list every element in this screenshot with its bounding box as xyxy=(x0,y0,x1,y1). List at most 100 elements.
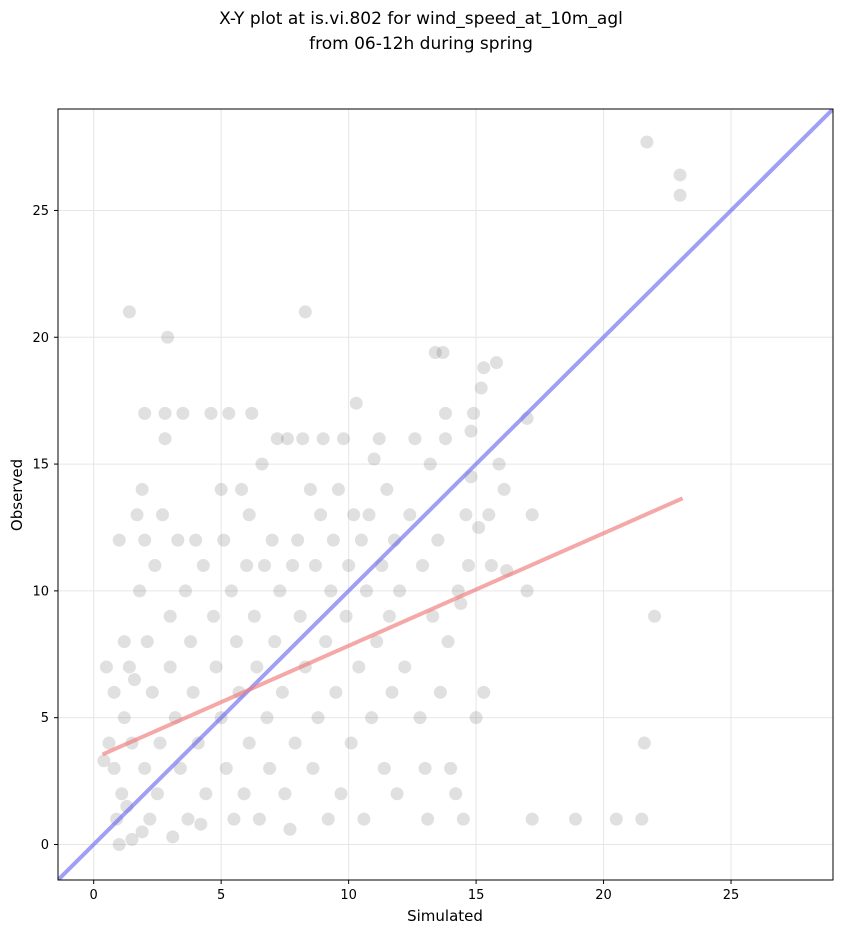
y-tick-label: 0 xyxy=(41,838,49,853)
data-point xyxy=(326,533,340,547)
data-point xyxy=(158,406,172,420)
data-point xyxy=(359,584,373,598)
data-point xyxy=(357,812,371,826)
data-point xyxy=(314,508,328,522)
data-point xyxy=(365,711,379,725)
data-point xyxy=(431,533,445,547)
data-point xyxy=(235,482,249,496)
data-point xyxy=(237,787,251,801)
data-point xyxy=(377,761,391,775)
data-point xyxy=(344,736,358,750)
data-point xyxy=(372,432,386,446)
y-tick-label: 25 xyxy=(32,204,49,219)
data-point xyxy=(436,345,450,359)
data-point xyxy=(173,761,187,775)
data-point xyxy=(252,812,266,826)
data-point xyxy=(349,396,363,410)
data-point xyxy=(122,305,136,319)
data-point xyxy=(298,305,312,319)
data-point xyxy=(525,508,539,522)
data-point xyxy=(413,711,427,725)
data-point xyxy=(477,685,491,699)
chart-title: X-Y plot at is.vi.802 for wind_speed_at_… xyxy=(219,9,623,29)
data-point xyxy=(367,452,381,466)
data-point xyxy=(362,508,376,522)
data-point xyxy=(270,432,284,446)
data-point xyxy=(439,432,452,446)
data-point xyxy=(112,533,126,547)
data-point xyxy=(117,635,131,649)
data-point xyxy=(268,635,282,649)
data-point xyxy=(148,559,162,573)
data-point xyxy=(497,482,511,496)
data-point xyxy=(125,832,139,846)
data-point xyxy=(426,609,440,623)
data-point xyxy=(477,361,491,375)
data-point xyxy=(278,787,292,801)
data-point xyxy=(489,356,503,370)
data-point xyxy=(423,457,437,471)
data-point xyxy=(673,168,687,182)
data-point xyxy=(418,761,432,775)
data-point xyxy=(107,761,121,775)
data-point xyxy=(472,520,486,534)
data-point xyxy=(390,787,404,801)
data-point xyxy=(484,559,498,573)
data-point xyxy=(464,424,478,438)
data-point xyxy=(273,584,287,598)
data-point xyxy=(461,559,475,573)
data-point xyxy=(380,482,394,496)
data-point xyxy=(130,508,144,522)
data-point xyxy=(178,584,192,598)
data-point xyxy=(171,533,185,547)
data-point xyxy=(122,660,136,674)
data-point xyxy=(166,830,180,844)
data-point xyxy=(296,432,310,446)
data-point xyxy=(207,609,221,623)
data-point xyxy=(291,533,305,547)
data-point xyxy=(112,837,126,851)
data-point xyxy=(107,685,121,699)
data-point xyxy=(265,533,279,547)
data-point xyxy=(640,135,654,149)
data-point xyxy=(156,508,170,522)
data-point xyxy=(469,711,483,725)
data-point xyxy=(352,660,366,674)
data-point xyxy=(255,457,269,471)
data-point xyxy=(204,406,218,420)
y-tick-label: 10 xyxy=(32,584,49,599)
chart-subtitle: from 06-12h during spring xyxy=(309,34,533,54)
data-point xyxy=(181,812,195,826)
data-point xyxy=(222,406,236,420)
data-point xyxy=(138,533,152,547)
data-point xyxy=(209,660,223,674)
data-point xyxy=(99,660,113,674)
data-point xyxy=(321,812,335,826)
x-tick-label: 25 xyxy=(723,888,740,903)
data-point xyxy=(303,482,317,496)
data-point xyxy=(293,609,307,623)
data-point xyxy=(520,584,534,598)
data-point xyxy=(194,817,208,831)
plot-frame xyxy=(57,108,834,881)
data-point xyxy=(637,736,651,750)
data-point xyxy=(609,812,623,826)
data-point xyxy=(117,711,131,725)
y-tick-label: 5 xyxy=(41,711,49,726)
y-tick-label: 20 xyxy=(32,331,49,346)
data-point xyxy=(337,432,351,446)
data-point xyxy=(648,609,662,623)
data-point xyxy=(492,457,506,471)
data-point xyxy=(143,812,157,826)
x-tick-label: 5 xyxy=(217,888,225,903)
data-point xyxy=(127,673,141,687)
data-point xyxy=(342,559,356,573)
gridlines xyxy=(58,109,833,880)
data-point xyxy=(145,685,159,699)
data-point xyxy=(385,685,399,699)
data-point xyxy=(370,635,384,649)
data-point xyxy=(199,787,213,801)
data-point xyxy=(150,787,164,801)
data-point xyxy=(635,812,649,826)
